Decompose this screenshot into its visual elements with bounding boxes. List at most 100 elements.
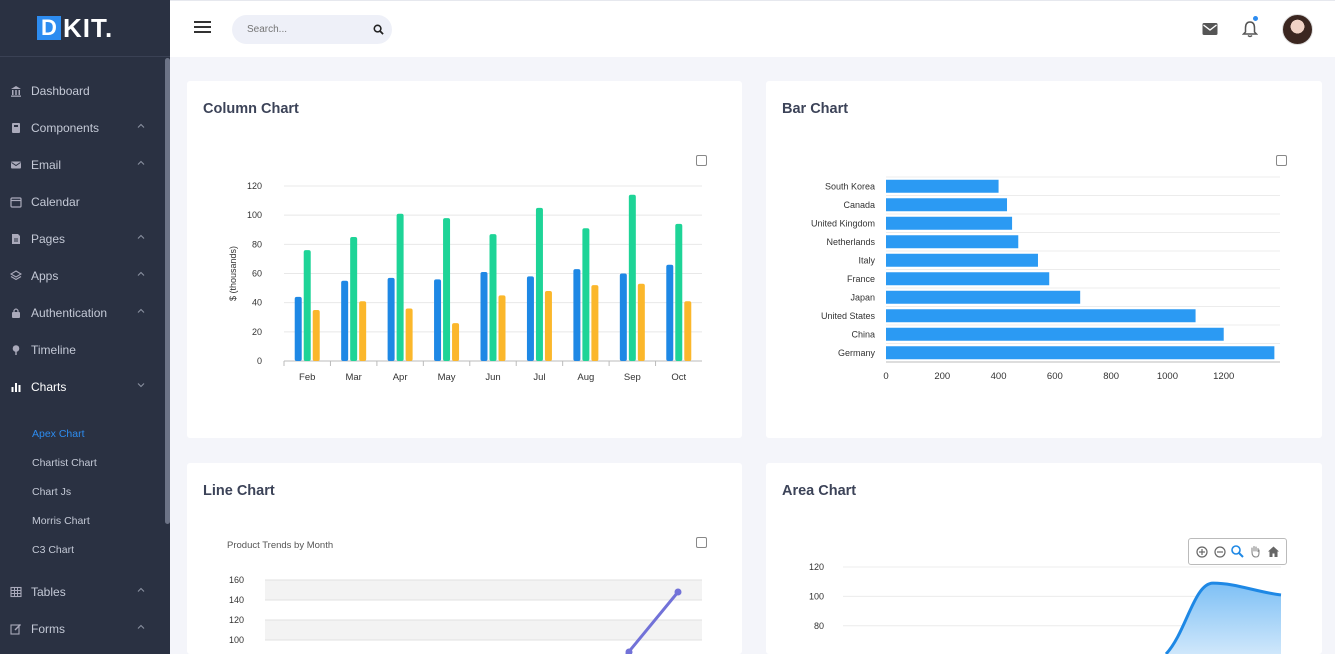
- y-tick-label: Germany: [838, 348, 876, 358]
- chart-menu-checkbox[interactable]: [1276, 155, 1287, 166]
- sidebar-item-label: Charts: [31, 379, 67, 394]
- sidebar-item-authentication[interactable]: Authentication: [0, 294, 165, 331]
- sidebar-item-pages[interactable]: Pages: [0, 220, 165, 257]
- column-bar: [535, 207, 543, 361]
- chart-menu-checkbox[interactable]: [696, 537, 707, 548]
- column-bar: [582, 228, 590, 361]
- sidebar-item-email[interactable]: Email: [0, 146, 165, 183]
- hbar: [886, 290, 1081, 304]
- column-bar: [359, 301, 367, 361]
- sidebar-item-label: Components: [31, 120, 100, 135]
- hbar: [886, 253, 1038, 267]
- pan-hand-icon[interactable]: [1248, 545, 1262, 559]
- chevron-up-icon: [137, 624, 145, 629]
- sidebar-scrollbar[interactable]: [165, 58, 170, 524]
- search-box: [232, 15, 392, 44]
- y-tick-label: 80: [814, 621, 824, 631]
- sidebar-item-timeline[interactable]: Timeline: [0, 331, 165, 368]
- brand-logo[interactable]: D KIT.: [0, 0, 170, 57]
- y-tick-label: Canada: [843, 200, 875, 210]
- y-tick-label: 120: [809, 562, 824, 572]
- avatar[interactable]: [1282, 14, 1313, 45]
- sidebar-item-label: Tables: [31, 584, 66, 599]
- area-chart: 80 100 120: [809, 562, 1282, 654]
- bar-chart: South Korea Canada United Kingdom Netherlan…: [811, 176, 1280, 382]
- column-bar: [666, 264, 674, 361]
- column-bar: [312, 309, 320, 361]
- sidebar-item-label: Forms: [31, 621, 65, 636]
- topbar: [170, 0, 1335, 57]
- logo-text: KIT.: [63, 13, 114, 43]
- column-bar: [544, 291, 552, 361]
- x-tick-label: Apr: [393, 372, 408, 383]
- hamburger-line: [194, 21, 211, 23]
- sidebar-item-forms[interactable]: Forms: [0, 610, 165, 647]
- column-bar: [387, 277, 395, 361]
- sidebar: D KIT. Dashboard Components Email Calendar P…: [0, 0, 170, 654]
- y-tick-label: 100: [247, 210, 262, 220]
- zoom-out-icon[interactable]: [1213, 545, 1227, 559]
- column-chart: 0 20 40 60 80 100 120 $ (thousands) Feb Mar Apr May…: [228, 181, 702, 383]
- zoom-in-icon[interactable]: [1195, 545, 1209, 559]
- submenu-item-morris-chart[interactable]: Morris Chart: [32, 514, 90, 527]
- x-tick-label: 400: [991, 371, 1007, 382]
- x-tick-label: Jul: [533, 372, 545, 383]
- grid-band: [265, 620, 702, 640]
- y-tick-label: Netherlands: [826, 237, 875, 247]
- search-icon[interactable]: [373, 24, 384, 35]
- y-tick-label: 0: [257, 356, 262, 366]
- y-tick-label: Japan: [850, 292, 875, 302]
- x-tick-label: 1000: [1157, 371, 1178, 382]
- chart-menu-checkbox[interactable]: [696, 155, 707, 166]
- submenu-item-chart-js[interactable]: Chart Js: [32, 485, 72, 498]
- edit-icon: [10, 623, 22, 635]
- y-tick-label: 160: [229, 575, 244, 585]
- hbar: [886, 179, 999, 193]
- series-line: [625, 590, 680, 654]
- y-tick-label: South Korea: [825, 181, 875, 191]
- column-bar: [526, 276, 534, 361]
- x-tick-label: May: [438, 372, 456, 383]
- sidebar-nav: Dashboard Components Email Calendar Pages App…: [0, 72, 165, 647]
- search-input[interactable]: [232, 15, 362, 44]
- bar-chart-card: Bar Chart South Korea Canada United Kingdo…: [766, 81, 1322, 438]
- sidebar-item-components[interactable]: Components: [0, 109, 165, 146]
- column-bar: [489, 234, 497, 361]
- column-bar: [684, 301, 692, 361]
- x-tick-label: Mar: [345, 372, 361, 383]
- x-tick-label: 200: [934, 371, 950, 382]
- y-tick-label: 80: [252, 239, 262, 249]
- hamburger-line: [194, 26, 211, 28]
- mail-icon: [10, 159, 22, 171]
- submenu-item-chartist-chart[interactable]: Chartist Chart: [32, 456, 97, 469]
- selection-zoom-icon[interactable]: [1230, 545, 1244, 559]
- y-tick-label: China: [851, 329, 875, 339]
- menu-toggle-button[interactable]: [194, 21, 211, 35]
- reset-home-icon[interactable]: [1266, 545, 1280, 559]
- chevron-up-icon: [137, 234, 145, 239]
- sidebar-item-apps[interactable]: Apps: [0, 257, 165, 294]
- hamburger-line: [194, 31, 211, 33]
- hbar: [886, 309, 1196, 323]
- data-point: [625, 648, 633, 654]
- sidebar-item-dashboard[interactable]: Dashboard: [0, 72, 165, 109]
- hbar: [886, 216, 1013, 230]
- chevron-down-icon: [137, 383, 145, 388]
- sidebar-item-charts[interactable]: Charts: [0, 368, 165, 405]
- x-tick-label: 0: [883, 371, 888, 382]
- table-icon: [10, 586, 22, 598]
- y-tick-label: 120: [247, 181, 262, 191]
- column-bar: [341, 280, 349, 361]
- sidebar-item-calendar[interactable]: Calendar: [0, 183, 165, 220]
- column-chart-card: Column Chart 0 20 40 60 80 100 120 $ (thousands…: [187, 81, 742, 438]
- column-bar: [637, 283, 645, 361]
- mail-icon[interactable]: [1202, 22, 1218, 36]
- card-title: Column Chart: [203, 101, 299, 117]
- x-tick-label: 1200: [1213, 371, 1234, 382]
- y-tick-label: Italy: [858, 255, 875, 265]
- column-bar: [628, 194, 636, 361]
- submenu-item-apex-chart[interactable]: Apex Chart: [32, 427, 85, 440]
- bell-icon[interactable]: [1242, 20, 1258, 38]
- submenu-item-c3-chart[interactable]: C3 Chart: [32, 543, 75, 556]
- sidebar-item-tables[interactable]: Tables: [0, 573, 165, 610]
